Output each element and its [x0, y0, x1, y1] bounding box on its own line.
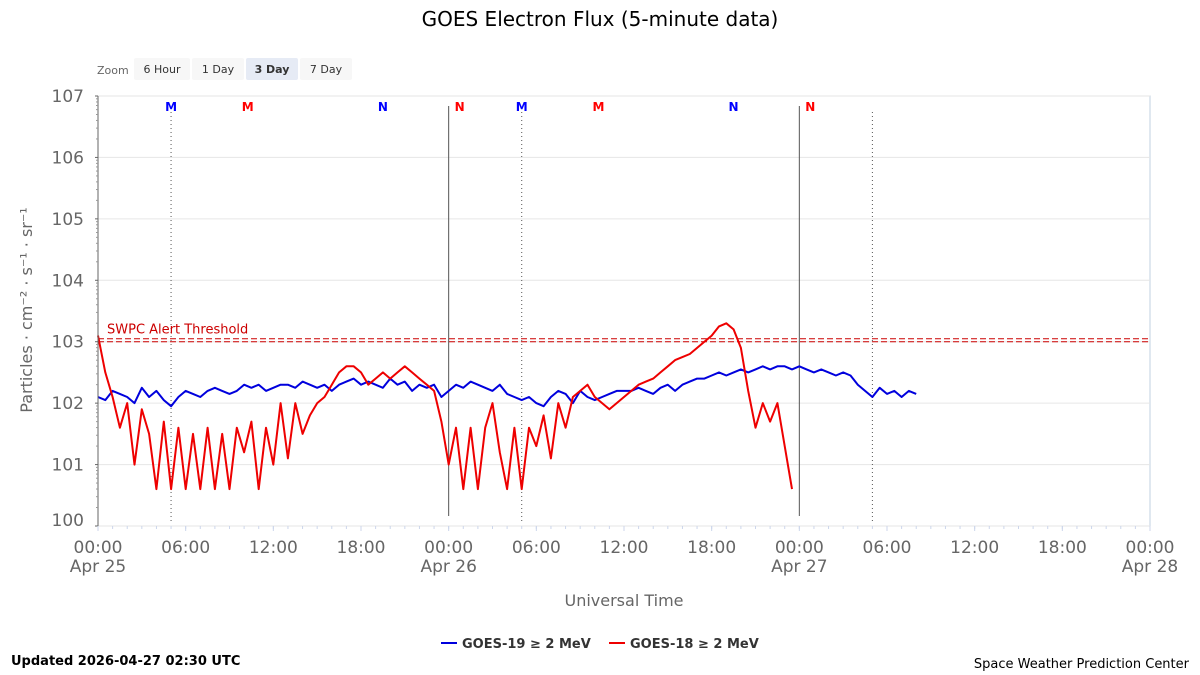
x-tick-time: 18:00	[337, 538, 386, 558]
x-tick-date: Apr 25	[70, 557, 126, 577]
y-tick-label: 105	[52, 210, 84, 230]
orbit-marker-label: M	[242, 100, 254, 114]
vertical-reference-lines	[170, 106, 873, 522]
orbit-marker-label: N	[455, 100, 465, 114]
x-tick-time: 00:00	[424, 538, 473, 558]
y-axis-label: Particles · cm⁻² · s⁻¹ · sr⁻¹	[17, 207, 36, 412]
zoom-label: Zoom	[97, 64, 129, 77]
x-tick-time: 06:00	[161, 538, 210, 558]
zoom-button-label: 7 Day	[310, 63, 343, 76]
x-tick-time: 06:00	[512, 538, 561, 558]
legend-label: GOES-18 ≥ 2 MeV	[630, 637, 759, 652]
x-tick-time: 00:00	[1126, 538, 1175, 558]
zoom-controls: Zoom 6 Hour 1 Day 3 Day 7 Day	[97, 58, 352, 80]
x-tick-date: Apr 26	[420, 557, 476, 577]
alert-threshold: SWPC Alert Threshold	[98, 323, 1150, 343]
threshold-label: SWPC Alert Threshold	[107, 323, 248, 338]
y-tick-label: 107	[52, 87, 84, 107]
orbit-marker-label: N	[805, 100, 815, 114]
zoom-button-label: 3 Day	[255, 63, 290, 76]
x-tick-time: 00:00	[74, 538, 123, 558]
x-tick-date: Apr 27	[771, 557, 827, 577]
orbit-marker-label: M	[165, 100, 177, 114]
orbit-marker-label: N	[378, 100, 388, 114]
series-lines	[97, 322, 917, 491]
y-tick-label: 103	[52, 333, 84, 353]
zoom-button-3-day[interactable]: 3 Day	[246, 58, 298, 80]
zoom-button-label: 6 Hour	[144, 63, 181, 76]
y-tick-label: 106	[52, 148, 84, 168]
x-tick-time: 12:00	[950, 538, 999, 558]
legend-label: GOES-19 ≥ 2 MeV	[462, 637, 591, 652]
updated-timestamp: Updated 2026-04-27 02:30 UTC	[11, 654, 241, 669]
plot-frame	[97, 95, 1151, 527]
x-tick-time: 18:00	[687, 538, 736, 558]
zoom-button-bg	[192, 58, 244, 80]
orbit-marker-label: M	[516, 100, 528, 114]
zoom-button-bg	[134, 58, 190, 80]
legend: GOES-19 ≥ 2 MeV GOES-18 ≥ 2 MeV	[441, 637, 759, 652]
x-tick-date: Apr 28	[1122, 557, 1178, 577]
zoom-button-bg	[300, 58, 352, 80]
x-tick-time: 06:00	[863, 538, 912, 558]
series-line-goes-19	[97, 365, 917, 408]
zoom-button-bg	[246, 58, 298, 80]
zoom-button-label: 1 Day	[202, 63, 235, 76]
y-tick-label: 100	[52, 511, 84, 531]
y-tick-label: 102	[52, 394, 84, 414]
x-tick-time: 12:00	[249, 538, 298, 558]
x-tick-time: 00:00	[775, 538, 824, 558]
orbit-marker-label: M	[592, 100, 604, 114]
y-axis: 100 101 102 103 104 105 106 107	[52, 87, 99, 531]
credit-text: Space Weather Prediction Center	[973, 657, 1189, 672]
y-tick-label: 104	[52, 271, 84, 291]
series-line-goes-18	[97, 322, 793, 491]
zoom-button-7-day[interactable]: 7 Day	[300, 58, 352, 80]
plot-area	[97, 95, 1151, 527]
x-tick-time: 12:00	[600, 538, 649, 558]
zoom-button-6-hour[interactable]: 6 Hour	[134, 58, 190, 80]
y-tick-label: 101	[52, 456, 84, 476]
orbit-marker-label: N	[729, 100, 739, 114]
chart-title: GOES Electron Flux (5-minute data)	[422, 7, 779, 31]
x-tick-time: 18:00	[1038, 538, 1087, 558]
x-axis-label: Universal Time	[564, 591, 683, 610]
legend-item[interactable]: GOES-19 ≥ 2 MeV	[441, 637, 591, 652]
zoom-button-1-day[interactable]: 1 Day	[192, 58, 244, 80]
legend-item[interactable]: GOES-18 ≥ 2 MeV	[609, 637, 759, 652]
